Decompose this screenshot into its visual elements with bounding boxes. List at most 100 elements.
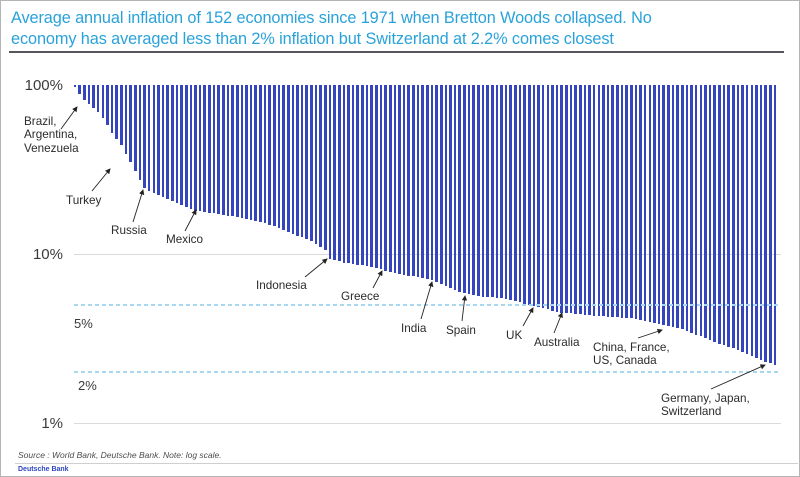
bar — [490, 85, 494, 298]
bar — [588, 85, 591, 316]
bar — [583, 85, 587, 315]
bar — [773, 85, 777, 366]
bar — [555, 85, 559, 312]
bar — [226, 85, 230, 216]
bar — [222, 85, 225, 215]
bar — [370, 85, 373, 268]
bar — [152, 85, 156, 193]
bar — [259, 85, 262, 223]
gridline-1pct — [74, 422, 781, 424]
y-axis-label-100pct: 100% — [24, 77, 63, 94]
bar — [648, 85, 652, 322]
bar — [175, 85, 179, 203]
bar — [699, 85, 703, 337]
bar — [764, 85, 767, 362]
bar — [217, 85, 220, 214]
bar — [653, 85, 656, 323]
bar — [680, 85, 684, 329]
bar — [616, 85, 619, 318]
y-axis-label-2pct: 2% — [78, 378, 97, 393]
deutsche-bank-logo: Deutsche Bank — [18, 466, 69, 473]
bar — [351, 85, 355, 264]
bar — [347, 85, 350, 264]
bar — [662, 85, 666, 326]
bar — [398, 85, 401, 275]
bar — [602, 85, 605, 317]
bar — [180, 85, 183, 205]
bar — [138, 85, 142, 180]
bar — [286, 85, 290, 232]
bar — [337, 85, 341, 262]
bar — [254, 85, 258, 222]
bar — [606, 85, 610, 317]
bar — [718, 85, 721, 344]
bar — [166, 85, 169, 199]
bar — [759, 85, 763, 360]
bar — [574, 85, 577, 314]
annotation-china-france-us-canada: China, France, US, Canada — [593, 341, 670, 368]
annotation-australia: Australia — [534, 336, 579, 349]
bar — [291, 85, 295, 234]
bar — [643, 85, 647, 321]
bar — [560, 85, 564, 313]
bar — [300, 85, 304, 238]
annotation-germany-japan-switzerland-line2: Switzerland — [661, 405, 722, 419]
source-note: Source : World Bank, Deutsche Bank. Note… — [18, 450, 222, 460]
bar — [426, 85, 429, 279]
bar — [481, 85, 485, 297]
bar — [578, 85, 582, 315]
annotation-brazil-argentina-venezuela-line2: Argentina, — [24, 128, 78, 142]
bar — [296, 85, 299, 236]
bar — [277, 85, 281, 228]
bar — [463, 85, 466, 294]
bar — [421, 85, 424, 278]
bar — [189, 85, 193, 209]
annotation-russia: Russia — [111, 224, 147, 237]
bar — [745, 85, 749, 354]
bar — [198, 85, 202, 212]
bar — [439, 85, 443, 285]
bar — [722, 85, 726, 346]
annotation-brazil-argentina-venezuela-line1: Brazil, — [24, 115, 57, 128]
bar — [430, 85, 434, 280]
bar — [194, 85, 197, 211]
annotation-spain: Spain — [446, 324, 476, 337]
bar — [161, 85, 165, 197]
bar — [120, 85, 123, 146]
bar — [523, 85, 526, 304]
bar — [727, 85, 730, 347]
annotation-turkey: Turkey — [66, 194, 101, 207]
bar — [342, 85, 346, 263]
bar — [694, 85, 698, 335]
threshold-line-5pct — [74, 303, 781, 306]
bar — [435, 85, 438, 283]
bar — [124, 85, 128, 155]
y-axis-label-5pct: 5% — [74, 316, 93, 331]
bar — [147, 85, 151, 191]
annotation-china-france-us-canada-line1: China, France, — [593, 341, 670, 354]
bar — [361, 85, 364, 266]
bar — [537, 85, 540, 308]
bar — [690, 85, 693, 333]
bar — [713, 85, 717, 342]
annotation-indonesia-line1: Indonesia — [256, 279, 307, 292]
bar — [565, 85, 568, 314]
bar — [741, 85, 744, 352]
bar — [625, 85, 628, 318]
chart-title-line2: economy has averaged less than 2% inflat… — [11, 30, 614, 48]
bar — [667, 85, 670, 327]
bar — [282, 85, 285, 230]
bar — [101, 85, 105, 118]
bar — [379, 85, 383, 270]
bar — [611, 85, 615, 317]
bar — [412, 85, 415, 277]
bar — [314, 85, 318, 245]
bar — [472, 85, 475, 295]
bar — [541, 85, 545, 309]
bar — [129, 85, 132, 163]
bar — [324, 85, 327, 250]
bar — [467, 85, 471, 295]
bar — [393, 85, 397, 273]
